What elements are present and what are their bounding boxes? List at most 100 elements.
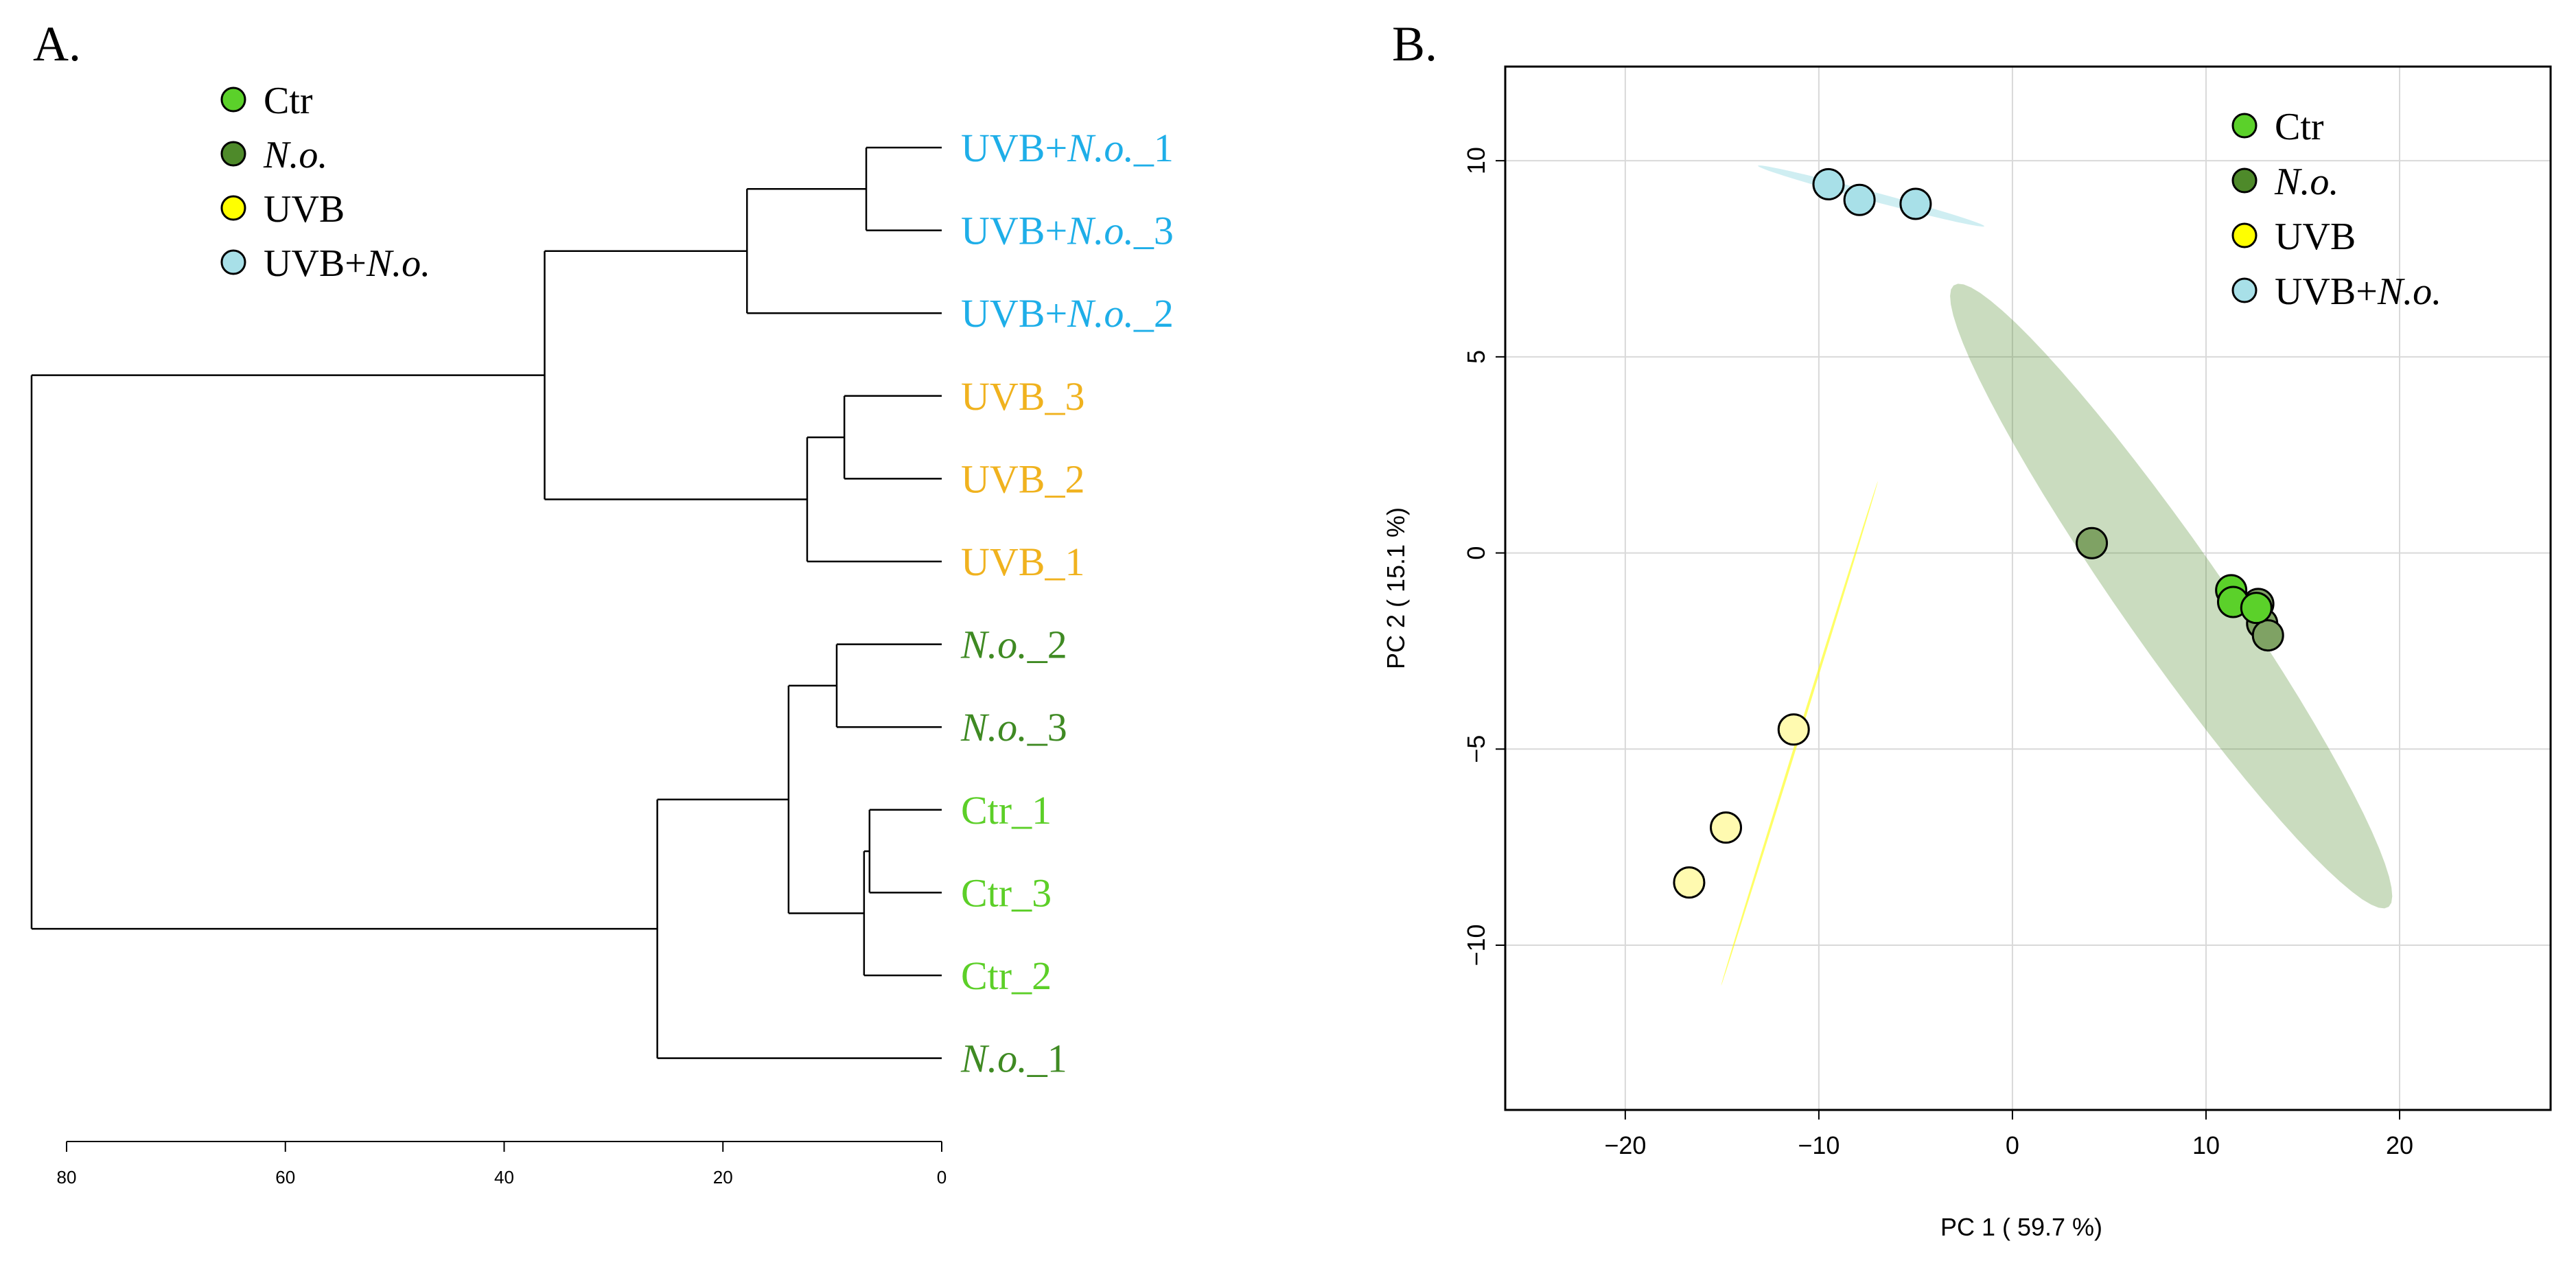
leaf-label-ctr-2: Ctr_2 (961, 953, 1052, 998)
pca-gridlines (1505, 67, 2551, 1110)
label-part: N.o. (2377, 270, 2441, 313)
dendrogram-branches (30, 146, 942, 1059)
pca-point-uvb (1673, 866, 1706, 899)
pca-x-axis-title: PC 1 ( 59.7 %) (1940, 1213, 2102, 1241)
pca-x-tick-label: −20 (1604, 1131, 1646, 1159)
leaf-label-ctr-3: Ctr_3 (961, 870, 1052, 915)
panel-a-legend-marker-ctr (220, 86, 246, 113)
label-part: Ctr_2 (961, 953, 1052, 998)
label-part: UVB+ (961, 291, 1067, 336)
panel-b-legend-marker-ctr (2231, 113, 2258, 139)
pca-point-uvbno (1899, 187, 1932, 220)
pca-point-no (2076, 526, 2109, 559)
pca-x-tick-label: 0 (2006, 1131, 2019, 1159)
dendrogram-axis-tick-label: 0 (937, 1167, 947, 1187)
label-part: UVB+ (264, 242, 367, 285)
label-part: UVB+ (961, 126, 1067, 170)
pca-point-ctr (2240, 592, 2273, 625)
label-part: N.o. (1067, 126, 1134, 170)
pca-y-tick-label: 0 (1462, 546, 1490, 560)
dendrogram-axis-tick-label: 60 (275, 1167, 295, 1187)
pca-y-tick-label: −10 (1462, 924, 1490, 966)
pca-points (1673, 167, 2284, 899)
dendrogram-height-axis: 80 60 40 20 0 (57, 1141, 947, 1187)
pca-x-tick-label: 20 (2386, 1131, 2413, 1159)
panel-b-legend-marker-no (2231, 167, 2258, 194)
panel-b-legend-marker-uvbno (2231, 277, 2258, 303)
label-part: _2 (1133, 291, 1174, 336)
label-part: N.o. (1067, 291, 1134, 336)
panel-b-letter: B. (1392, 16, 1437, 71)
panel-b-pca: B. −20 −10 0 10 20 −10 −5 0 5 10 PC 1 ( 59.7 %) P… (1382, 16, 2552, 1241)
label-part: _3 (1027, 705, 1067, 750)
pca-point-uvbno (1812, 167, 1845, 200)
label-part: UVB+ (961, 209, 1067, 253)
label-part: N.o. (2274, 161, 2339, 203)
label-part: Ctr (264, 80, 313, 122)
dendrogram-leaf-labels: UVB+N.o._1UVB+N.o._3UVB+N.o._2UVB_3UVB_2… (960, 126, 1174, 1081)
pca-x-tick-label: −10 (1798, 1131, 1840, 1159)
pca-x-tick-label: 10 (2192, 1131, 2220, 1159)
label-part: _2 (1027, 623, 1067, 667)
leaf-label-ctr-1: Ctr_1 (961, 788, 1052, 833)
panel-a-legend-marker-uvbno (220, 249, 246, 275)
pca-point-uvb (1777, 713, 1810, 746)
label-part: _3 (1133, 209, 1174, 253)
label-part: N.o. (960, 705, 1028, 750)
label-part: UVB_3 (961, 374, 1084, 419)
dendrogram-axis-tick-label: 80 (57, 1167, 77, 1187)
label-part: UVB_2 (961, 456, 1084, 501)
leaf-label-uvb-1: UVB_1 (961, 540, 1084, 584)
label-part: _1 (1027, 1036, 1067, 1081)
leaf-label-uvbno-1: UVB+N.o._1 (961, 126, 1174, 170)
pca-point-no (2251, 619, 2284, 652)
panel-b-legend-marker-uvb (2231, 222, 2258, 248)
panel-a-legend-label-uvb: UVB (264, 188, 345, 231)
pca-axis-ticks: −20 −10 0 10 20 −10 −5 0 5 10 (1462, 147, 2413, 1159)
pca-plot-frame (1504, 65, 2552, 1111)
leaf-label-uvb-2: UVB_2 (961, 456, 1084, 501)
dendrogram-axis-tick-label: 40 (494, 1167, 514, 1187)
label-part: UVB+ (2275, 270, 2378, 313)
pca-y-tick-label: 5 (1462, 350, 1490, 364)
pca-y-tick-label: −5 (1462, 735, 1490, 763)
pca-point-uvb (1710, 811, 1743, 844)
panel-b-legend-label-no: N.o. (2274, 161, 2339, 203)
leaf-label-uvbno-3: UVB+N.o._3 (961, 209, 1174, 253)
panel-b-legend-label-uvb: UVB (2275, 216, 2356, 258)
label-part: N.o. (366, 242, 430, 285)
panel-a-legend-label-ctr: Ctr (264, 80, 313, 122)
label-part: UVB_1 (961, 540, 1084, 584)
label-part: Ctr (2275, 106, 2324, 148)
leaf-label-no-2: N.o._2 (960, 623, 1067, 667)
pca-y-axis-title: PC 2 ( 15.1 %) (1382, 507, 1410, 669)
label-part: Ctr_3 (961, 870, 1052, 915)
panel-a-letter: A. (33, 16, 81, 71)
pca-ellipse-no (1950, 283, 2393, 909)
panel-a-legend-marker-uvb (220, 195, 246, 221)
pca-y-tick-label: 10 (1462, 147, 1490, 174)
label-part: UVB (2275, 216, 2356, 258)
leaf-label-uvbno-2: UVB+N.o._2 (961, 291, 1174, 336)
label-part: N.o. (960, 1036, 1028, 1081)
leaf-label-no-3: N.o._3 (960, 705, 1067, 750)
pca-point-uvbno (1843, 183, 1876, 216)
panel-a-legend-label-uvbno: UVB+N.o. (264, 242, 430, 285)
dendrogram-axis-tick-label: 20 (713, 1167, 733, 1187)
leaf-label-uvb-3: UVB_3 (961, 374, 1084, 419)
panel-a-legend-marker-no (220, 141, 246, 167)
panel-a-legend-label-no: N.o. (263, 134, 327, 176)
label-part: N.o. (960, 623, 1028, 667)
label-part: Ctr_1 (961, 788, 1052, 833)
panel-b-legend-label-uvbno: UVB+N.o. (2275, 270, 2441, 313)
leaf-label-no-1: N.o._1 (960, 1036, 1067, 1081)
label-part: _1 (1133, 126, 1174, 170)
label-part: N.o. (1067, 209, 1134, 253)
panel-b-legend-label-ctr: Ctr (2275, 106, 2324, 148)
label-part: N.o. (263, 134, 327, 176)
label-part: UVB (264, 188, 345, 231)
